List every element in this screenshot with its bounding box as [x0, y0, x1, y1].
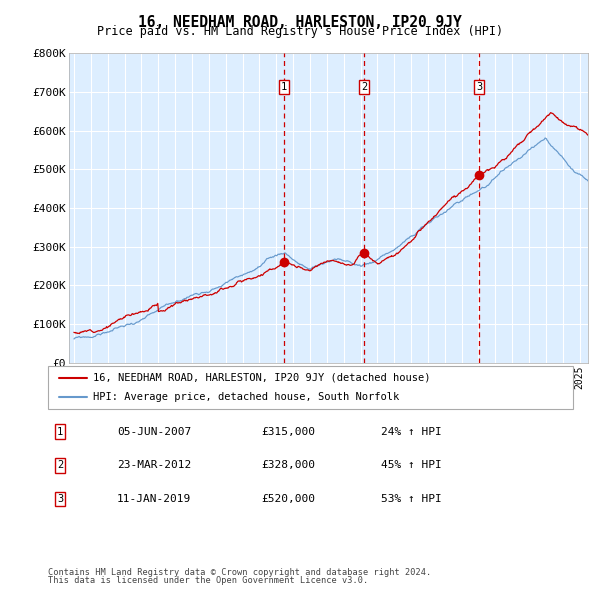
- Text: 2: 2: [361, 82, 368, 92]
- Text: 05-JUN-2007: 05-JUN-2007: [117, 427, 191, 437]
- Text: HPI: Average price, detached house, South Norfolk: HPI: Average price, detached house, Sout…: [92, 392, 399, 402]
- Text: 1: 1: [280, 82, 287, 92]
- Text: 53% ↑ HPI: 53% ↑ HPI: [381, 494, 442, 504]
- Text: 2: 2: [57, 460, 63, 470]
- Text: 16, NEEDHAM ROAD, HARLESTON, IP20 9JY: 16, NEEDHAM ROAD, HARLESTON, IP20 9JY: [138, 15, 462, 30]
- Text: 3: 3: [57, 494, 63, 504]
- Text: £315,000: £315,000: [261, 427, 315, 437]
- Text: Contains HM Land Registry data © Crown copyright and database right 2024.: Contains HM Land Registry data © Crown c…: [48, 568, 431, 577]
- Text: 23-MAR-2012: 23-MAR-2012: [117, 460, 191, 470]
- Text: This data is licensed under the Open Government Licence v3.0.: This data is licensed under the Open Gov…: [48, 576, 368, 585]
- Text: 1: 1: [57, 427, 63, 437]
- Text: 11-JAN-2019: 11-JAN-2019: [117, 494, 191, 504]
- FancyBboxPatch shape: [48, 366, 573, 409]
- Text: 24% ↑ HPI: 24% ↑ HPI: [381, 427, 442, 437]
- Text: 45% ↑ HPI: 45% ↑ HPI: [381, 460, 442, 470]
- Text: £520,000: £520,000: [261, 494, 315, 504]
- Text: £328,000: £328,000: [261, 460, 315, 470]
- Text: 16, NEEDHAM ROAD, HARLESTON, IP20 9JY (detached house): 16, NEEDHAM ROAD, HARLESTON, IP20 9JY (d…: [92, 373, 430, 383]
- Text: Price paid vs. HM Land Registry's House Price Index (HPI): Price paid vs. HM Land Registry's House …: [97, 25, 503, 38]
- Text: 3: 3: [476, 82, 482, 92]
